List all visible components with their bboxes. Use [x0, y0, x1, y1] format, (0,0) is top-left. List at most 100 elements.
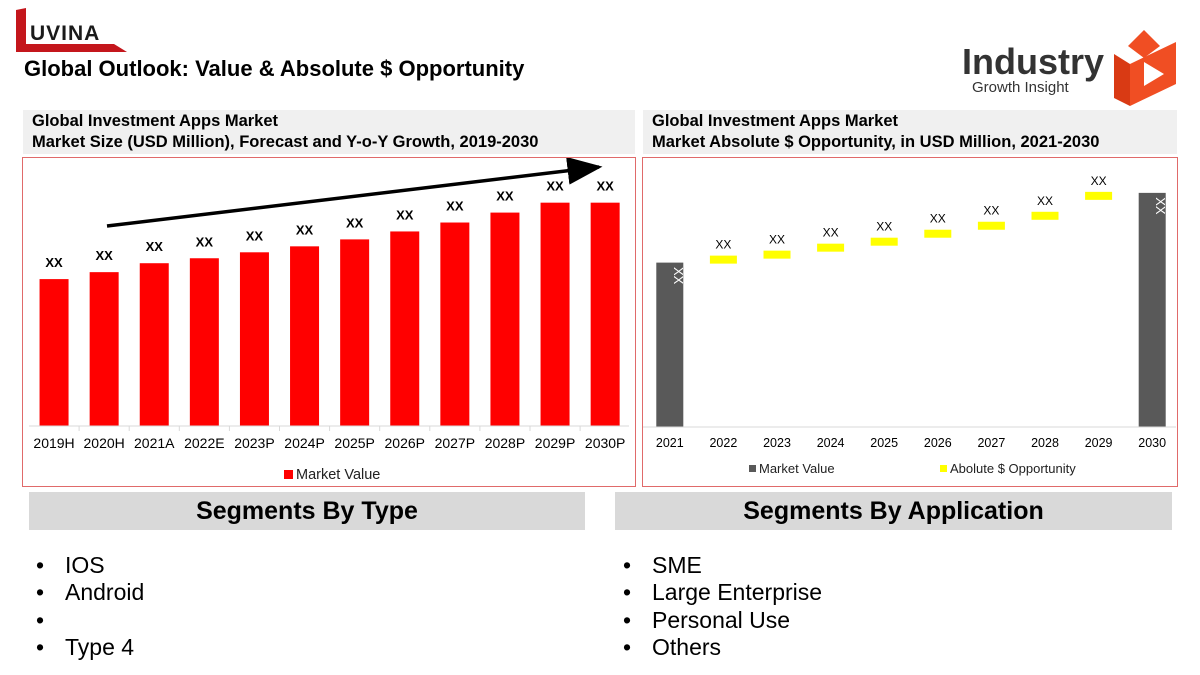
luvina-logo: UVINA — [16, 8, 127, 52]
igi-logo-sub-text: Growth Insight — [972, 79, 1070, 96]
data-label-2024p: XX — [296, 222, 314, 237]
bullet-icon: • — [623, 579, 632, 606]
bullet-icon: • — [36, 579, 45, 606]
marker-absolute-opportunity-2029 — [1085, 191, 1113, 200]
bar-market-value-2024p — [290, 246, 320, 426]
segment-type-item: • IOS — [36, 552, 105, 578]
legend-label-absolute-opportunity: Abolute $ Opportunity — [950, 461, 1076, 476]
legend-swatch-market-value — [284, 470, 293, 479]
segments-by-type-list: • IOS • Android • • Type 4 — [36, 552, 144, 661]
data-label-2026p: XX — [396, 207, 414, 222]
data-label-2019h: XX — [45, 255, 63, 270]
bullet-icon: • — [623, 606, 632, 633]
segments-by-type-header: Segments By Type — [29, 492, 585, 530]
data-label-2027: XX — [983, 204, 999, 218]
industry-growth-insight-logo: Industry Growth Insight — [962, 30, 1176, 106]
market-size-panel-header: Global Investment Apps Market Market Siz… — [23, 110, 635, 154]
x-tick-label-2019h: 2019H — [33, 435, 74, 451]
bullet-icon: • — [36, 552, 45, 578]
data-label-2022e: XX — [196, 234, 214, 249]
absolute-opportunity-panel-subtitle: Market Absolute $ Opportunity, in USD Mi… — [652, 133, 1100, 151]
market-size-panel-subtitle: Market Size (USD Million), Forecast and … — [32, 133, 539, 151]
growth-trend-arrow — [106, 156, 603, 228]
bullet-icon: • — [623, 552, 632, 578]
data-label-2025p: XX — [346, 215, 364, 230]
bar-market-value-2027p — [440, 222, 470, 426]
bar-market-value-2025p — [340, 239, 370, 426]
data-label-2020h: XX — [95, 248, 113, 263]
data-label-2027p: XX — [446, 199, 464, 214]
x-tick-label-2029p: 2029P — [535, 435, 575, 451]
market-size-chart: XX XX XX XX XX XX XX XX XX XX XX XX 2019H 2020H 2021A… — [29, 156, 629, 483]
legend-swatch-market-value — [749, 465, 756, 472]
x-tick-label-2028: 2028 — [1031, 436, 1059, 450]
bar-market-value-2030p — [590, 202, 620, 426]
segment-type-item: • — [36, 607, 144, 634]
igi-logo-main-text: Industry — [962, 41, 1104, 82]
x-tick-label-2028p: 2028P — [485, 435, 525, 451]
absolute-opportunity-panel-title: Global Investment Apps Market — [652, 112, 899, 130]
x-tick-label-2027p: 2027P — [435, 435, 475, 451]
data-label-2030: XX — [1153, 197, 1168, 215]
bar-market-value-2021a — [139, 263, 169, 426]
x-tick-label-2021: 2021 — [656, 436, 684, 450]
market-size-legend: Market Value — [284, 467, 380, 483]
marker-absolute-opportunity-2028 — [1031, 211, 1059, 220]
legend-label-market-value: Market Value — [759, 461, 835, 476]
data-label-2023: XX — [769, 233, 785, 247]
data-label-2029p: XX — [546, 179, 564, 194]
segment-type-item: • Android — [36, 579, 145, 606]
data-label-2023p: XX — [246, 228, 264, 243]
data-label-2024: XX — [823, 226, 839, 240]
x-tick-label-2026p: 2026P — [385, 435, 425, 451]
x-tick-label-2023: 2023 — [763, 436, 791, 450]
market-size-chart-panel: XX XX XX XX XX XX XX XX XX XX XX XX 2019H 2020H 2021A… — [22, 156, 636, 487]
bar-market-value-2029p — [540, 202, 570, 426]
data-label-2026: XX — [930, 212, 946, 226]
marker-absolute-opportunity-2022 — [709, 255, 737, 264]
absolute-opportunity-chart: XX XX XX XX XX XX XX XX XX XX 2021 2022 2023 2024 202… — [643, 174, 1176, 476]
x-tick-label-2022: 2022 — [709, 436, 737, 450]
data-label-2028p: XX — [496, 189, 514, 204]
igi-logo-cube-icon — [1114, 30, 1176, 106]
bar-market-value-2026p — [390, 231, 420, 426]
x-tick-label-2024: 2024 — [817, 436, 845, 450]
bar-market-value-2021 — [656, 262, 684, 427]
luvina-logo-text: UVINA — [30, 22, 100, 45]
data-label-2022: XX — [715, 238, 731, 252]
data-label-2029: XX — [1091, 174, 1107, 188]
segments-by-application-list: • SME • Large Enterprise • Personal Use • Ot… — [623, 552, 822, 661]
bar-market-value-2020h — [89, 272, 119, 426]
bar-market-value-2028p — [490, 212, 520, 426]
x-tick-label-2022e: 2022E — [184, 435, 224, 451]
data-label-2028: XX — [1037, 194, 1053, 208]
segments-by-application-header: Segments By Application — [615, 492, 1172, 530]
data-label-2030p: XX — [596, 179, 614, 194]
x-tick-label-2025: 2025 — [870, 436, 898, 450]
x-tick-label-2030: 2030 — [1138, 436, 1166, 450]
page-title: Global Outlook: Value & Absolute $ Oppor… — [24, 56, 525, 81]
absolute-opportunity-legend: Market Value Abolute $ Opportunity — [749, 461, 1076, 476]
bullet-icon: • — [36, 606, 45, 633]
bar-market-value-2022e — [189, 258, 219, 426]
segment-application-item: • SME — [623, 552, 702, 578]
segment-application-item: • Personal Use — [623, 606, 791, 633]
data-label-2025: XX — [876, 220, 892, 234]
x-tick-label-2025p: 2025P — [334, 435, 374, 451]
absolute-opportunity-panel-header: Global Investment Apps Market Market Abs… — [643, 110, 1177, 154]
bullet-icon: • — [36, 633, 45, 660]
legend-label-market-value: Market Value — [296, 467, 380, 483]
luvina-logo-l-shape — [16, 8, 127, 52]
x-tick-label-2030p: 2030P — [585, 435, 625, 451]
x-tick-label-2026: 2026 — [924, 436, 952, 450]
marker-absolute-opportunity-2023 — [763, 250, 791, 259]
x-tick-label-2029: 2029 — [1085, 436, 1113, 450]
legend-swatch-absolute-opportunity — [940, 465, 947, 472]
bar-market-value-2023p — [239, 252, 269, 426]
x-tick-label-2021a: 2021A — [134, 435, 175, 451]
segment-type-item: • Type 4 — [36, 633, 135, 660]
x-tick-label-2020h: 2020H — [84, 435, 125, 451]
data-label-2021: XX — [671, 267, 686, 285]
bullet-icon: • — [623, 633, 632, 660]
marker-absolute-opportunity-2025 — [870, 237, 898, 246]
